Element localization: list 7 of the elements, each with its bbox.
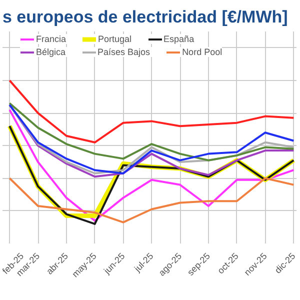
legend-label: España (164, 34, 194, 44)
legend-label: Francia (36, 34, 66, 44)
legend-label: Nord Pool (182, 47, 222, 57)
chart-title: s europeos de electricidad [€/MWh] (2, 8, 288, 26)
legend-label: Portugal (98, 34, 132, 44)
legend-label: Países Bajos (98, 47, 150, 57)
legend-label: Bélgica (36, 47, 66, 57)
